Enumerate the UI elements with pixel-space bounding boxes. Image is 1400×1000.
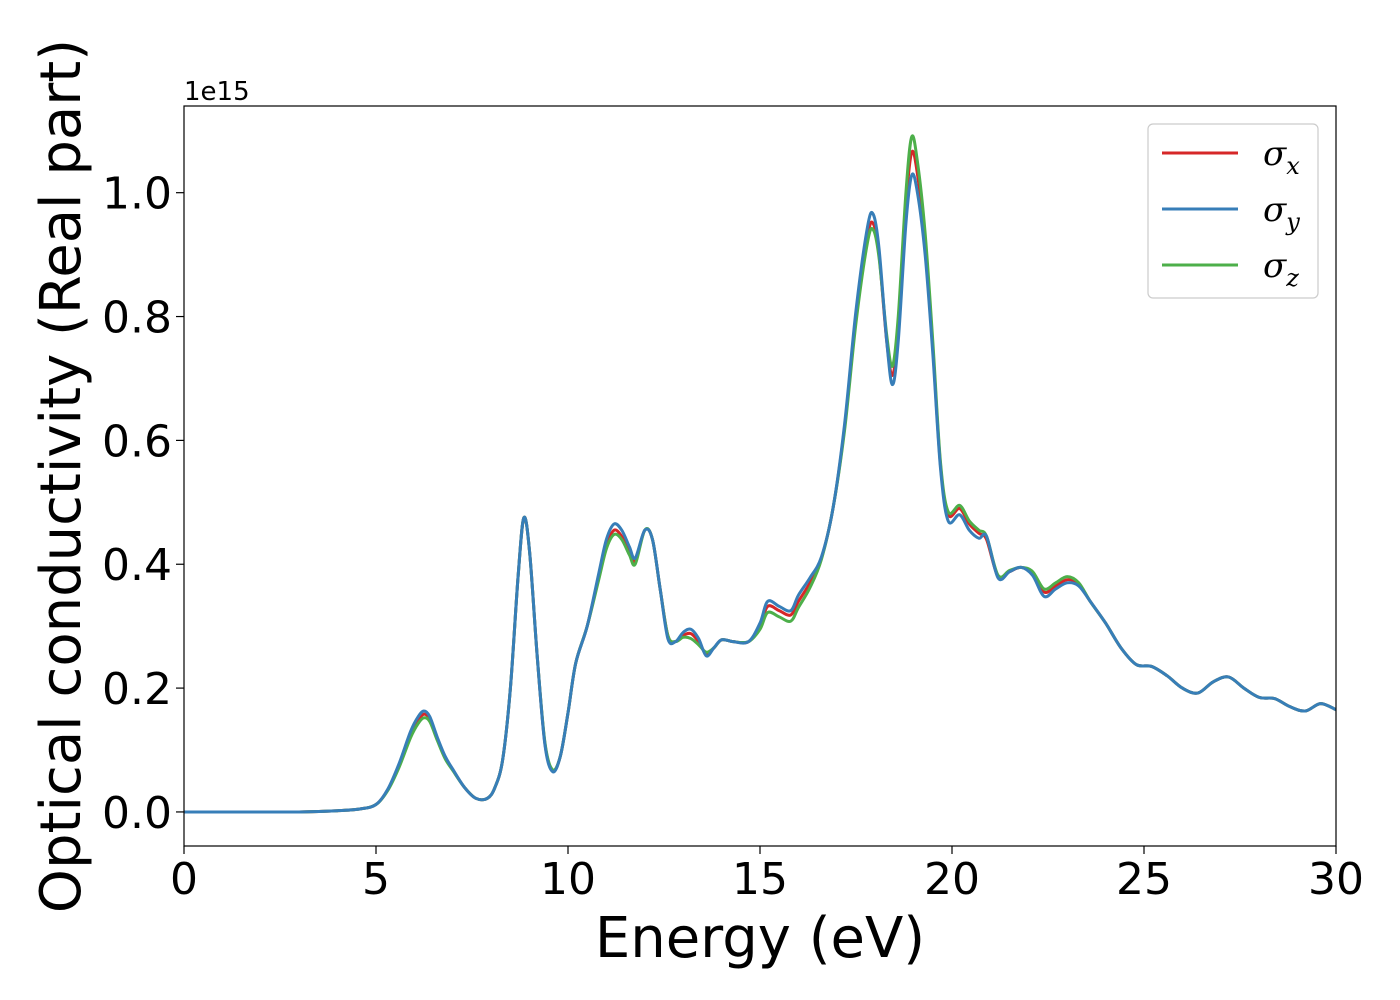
x-tick-label: 0 [170, 854, 198, 905]
x-tick-label: 20 [924, 854, 980, 905]
legend-label-sigma-x: σx [1263, 134, 1300, 180]
x-axis-title: Energy (eV) [595, 906, 925, 971]
x-tick-label: 5 [362, 854, 390, 905]
series-layer [184, 134, 1336, 814]
y-tick-label: 0.4 [102, 540, 172, 591]
x-axis: 0 5 10 15 20 25 30 [170, 846, 1364, 905]
legend-label-sigma-z: σz [1263, 246, 1299, 292]
series-line-sigma-y [184, 172, 1336, 814]
y-tick-label: 0.6 [102, 416, 172, 467]
y-axis-title: Optical conductivity (Real part) [29, 39, 94, 913]
y-tick-label: 0.0 [102, 788, 172, 839]
y-offset-label: 1e15 [184, 77, 250, 107]
x-tick-label: 15 [732, 854, 788, 905]
y-tick-label: 0.2 [102, 664, 172, 715]
y-tick-label: 1.0 [102, 169, 172, 220]
legend-box [1147, 123, 1319, 299]
y-axis: 0.0 0.2 0.4 0.6 0.8 1.0 [102, 169, 184, 839]
legend-label-sigma-y: σy [1263, 190, 1300, 236]
y-tick-label: 0.8 [102, 293, 172, 344]
x-tick-label: 25 [1116, 854, 1172, 905]
x-tick-label: 30 [1308, 854, 1364, 905]
legend: σx σy σz [1147, 123, 1319, 299]
x-tick-label: 10 [540, 854, 596, 905]
